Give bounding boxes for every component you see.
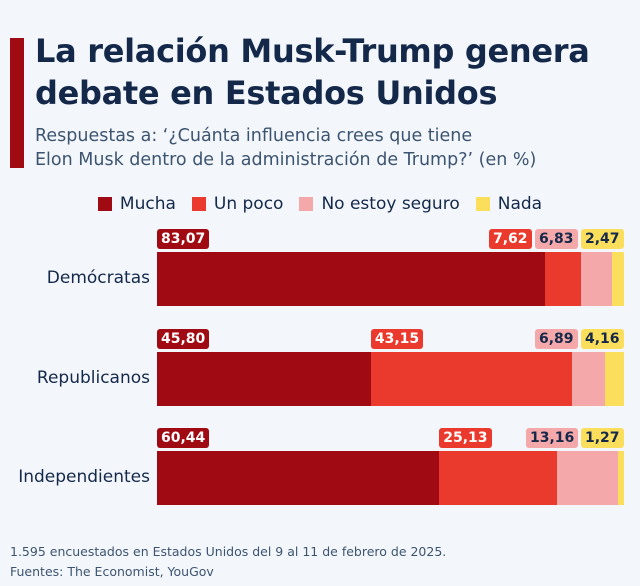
category-label: Demócratas [46,268,150,288]
bar-segment [157,252,545,306]
legend-item: Mucha [97,194,176,214]
data-label: 25,13 [439,428,492,448]
bar-segment [580,252,613,306]
data-label: 83,07 [157,229,210,249]
legend-label: Nada [497,194,543,214]
bar-segment [157,451,440,505]
data-label: 13,16 [526,428,579,448]
legend-label: Un poco [213,194,284,214]
data-label: 2,47 [581,229,624,249]
bar-segment [572,352,605,406]
bar-segment [612,252,624,306]
data-label: 7,62 [489,229,532,249]
legend-label: Mucha [119,194,176,214]
legend: Mucha Un poco No estoy seguro Nada [0,194,640,214]
bar-segment [618,451,624,505]
data-label: 4,16 [581,329,624,349]
bar-segment [544,252,581,306]
bar-segment [556,451,619,505]
subtitle-line-1: Respuestas a: ‘¿Cuánta influencia crees … [35,126,473,146]
legend-swatch [299,197,314,211]
legend-item: No estoy seguro [299,194,460,214]
bar-segment [604,352,624,406]
category-label: Independientes [18,467,150,487]
data-label: 45,80 [157,329,210,349]
legend-swatch [191,197,206,211]
legend-item: Un poco [191,194,284,214]
footer-sources: Fuentes: The Economist, YouGov [10,564,214,579]
accent-bar [10,38,24,168]
data-label: 43,15 [370,329,424,349]
bar-segment [370,352,573,406]
data-label: 6,89 [535,329,578,349]
legend-item: Nada [475,194,543,214]
data-label: 1,27 [581,428,624,448]
subtitle-line-2: Elon Musk dentro de la administración de… [35,150,537,170]
legend-swatch [475,197,490,211]
data-label: 60,44 [157,428,210,448]
bar-segment [157,352,371,406]
data-label: 6,83 [535,229,578,249]
title-line-1: La relación Musk-Trump genera [35,32,590,70]
chart-subtitle: Respuestas a: ‘¿Cuánta influencia crees … [35,124,635,172]
category-label: Republicanos [36,368,150,388]
title-line-2: debate en Estados Unidos [35,74,498,112]
legend-swatch [97,197,112,211]
legend-label: No estoy seguro [321,194,460,214]
chart-title: La relación Musk-Trump genera debate en … [35,30,635,114]
bar-segment [439,451,557,505]
footer-note: 1.595 encuestados en Estados Unidos del … [10,544,447,559]
